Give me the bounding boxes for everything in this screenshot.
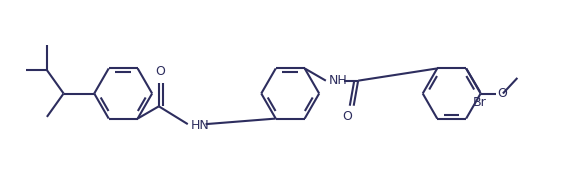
Text: HN: HN [190, 119, 209, 132]
Text: O: O [155, 65, 165, 78]
Text: O: O [498, 87, 507, 100]
Text: Br: Br [473, 96, 487, 109]
Text: O: O [342, 110, 352, 123]
Text: NH: NH [329, 74, 347, 87]
